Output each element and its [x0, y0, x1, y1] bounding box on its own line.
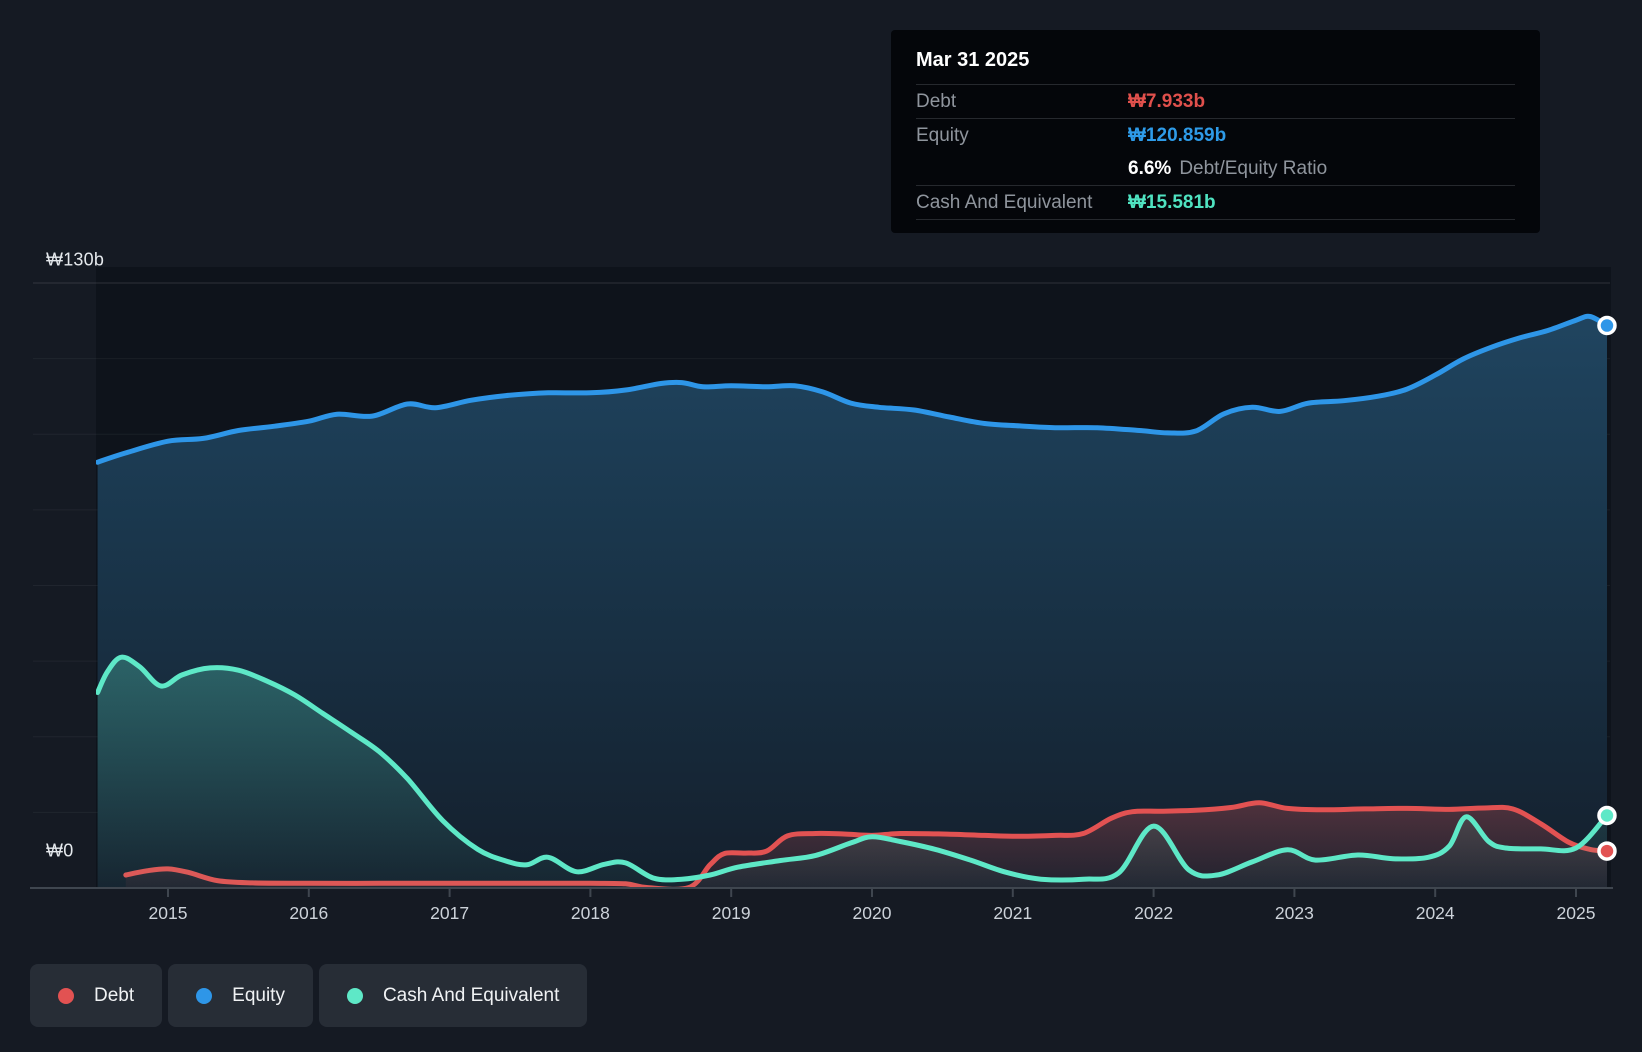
- chart-tooltip: Mar 31 2025 Debt ₩7.933b Equity ₩120.859…: [891, 30, 1540, 233]
- end-marker-debt[interactable]: [1597, 841, 1617, 861]
- legend-item-debt[interactable]: Debt: [30, 964, 163, 1027]
- tooltip-debt-value: ₩7.933b: [1128, 90, 1206, 112]
- end-marker-equity[interactable]: [1597, 315, 1617, 336]
- x-axis-label-2016: 2016: [289, 903, 329, 923]
- tooltip-cash-value: ₩15.581b: [1128, 191, 1216, 213]
- x-axis-label-2020: 2020: [852, 903, 892, 923]
- tooltip-ratio-value: 6.6%: [1128, 157, 1172, 179]
- tooltip-row-equity: Equity ₩120.859b: [916, 118, 1515, 152]
- tooltip-row-cash: Cash And Equivalent ₩15.581b: [916, 185, 1515, 219]
- legend-label-equity: Equity: [232, 984, 285, 1006]
- x-axis-label-2015: 2015: [148, 903, 188, 923]
- tooltip-row-ratio: 6.6% Debt/Equity Ratio: [916, 152, 1515, 185]
- tooltip-date: Mar 31 2025: [916, 49, 1030, 71]
- tooltip-debt-label: Debt: [916, 90, 957, 112]
- equity-series-dot-icon: [196, 987, 213, 1004]
- cash-line: [96, 654, 1610, 883]
- x-axis-label-2023: 2023: [1274, 903, 1314, 923]
- x-axis-label-2018: 2018: [570, 903, 610, 923]
- tooltip-equity-value: ₩120.859b: [1128, 124, 1227, 146]
- chart-legend: Debt Equity Cash And Equivalent: [30, 964, 588, 1027]
- equity-line: [96, 313, 1610, 465]
- tooltip-ratio-label: Debt/Equity Ratio: [1179, 157, 1328, 179]
- y-axis-label-zero: ₩0: [46, 840, 74, 861]
- legend-item-equity[interactable]: Equity: [168, 964, 313, 1027]
- legend-label-debt: Debt: [94, 984, 135, 1006]
- debt-series-dot-icon: [58, 987, 74, 1004]
- x-axis-label-2017: 2017: [430, 903, 470, 923]
- x-axis-label-2025: 2025: [1556, 903, 1596, 923]
- x-axis-label-2022: 2022: [1134, 903, 1174, 923]
- tooltip-cash-label: Cash And Equivalent: [916, 191, 1093, 213]
- legend-item-cash[interactable]: Cash And Equivalent: [318, 964, 588, 1027]
- equity-area: [97, 316, 1608, 888]
- cash-series-dot-icon: [346, 987, 363, 1004]
- x-axis-label-2021: 2021: [993, 903, 1033, 923]
- tooltip-equity-label: Equity: [916, 124, 969, 146]
- x-axis-label-2024: 2024: [1415, 903, 1455, 923]
- tooltip-row-debt: Debt ₩7.933b: [916, 84, 1515, 118]
- y-axis-label-max: ₩130b: [46, 249, 105, 270]
- legend-label-cash: Cash And Equivalent: [382, 984, 560, 1006]
- x-axis-label-2019: 2019: [711, 903, 751, 923]
- end-marker-cash[interactable]: [1597, 805, 1617, 826]
- tooltip-bottom-divider: [916, 219, 1515, 226]
